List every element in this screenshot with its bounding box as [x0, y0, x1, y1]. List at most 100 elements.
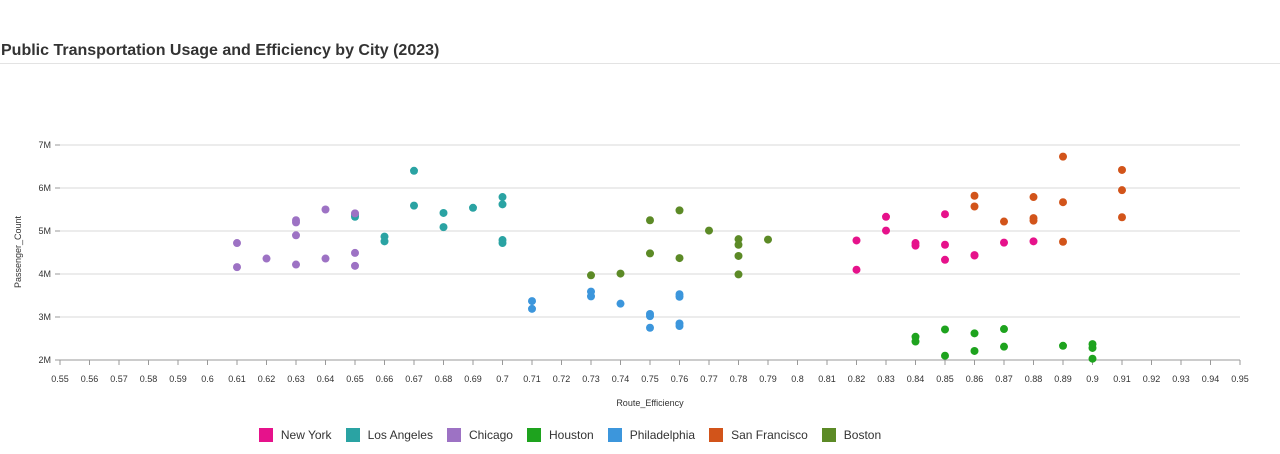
data-point[interactable]: [1118, 213, 1126, 222]
data-point[interactable]: [498, 200, 507, 209]
data-point[interactable]: [734, 270, 743, 279]
legend-item-boston[interactable]: Boston: [821, 428, 882, 442]
data-point[interactable]: [469, 203, 477, 212]
data-point[interactable]: [675, 206, 684, 215]
data-point[interactable]: [970, 191, 979, 200]
data-point[interactable]: [498, 239, 507, 248]
legend-item-chicago[interactable]: Chicago: [446, 428, 513, 442]
chart-title: Public Transportation Usage and Efficien…: [1, 42, 440, 59]
data-point[interactable]: [351, 261, 359, 270]
data-point[interactable]: [941, 240, 949, 249]
data-point[interactable]: [1059, 198, 1067, 207]
data-point[interactable]: [882, 226, 890, 235]
data-point[interactable]: [882, 212, 890, 221]
data-point[interactable]: [1029, 193, 1038, 202]
data-point[interactable]: [646, 216, 654, 225]
data-point[interactable]: [1118, 186, 1126, 195]
data-point[interactable]: [587, 271, 595, 280]
data-point[interactable]: [587, 292, 595, 301]
data-point[interactable]: [734, 251, 743, 260]
y-tick-label: 3M: [38, 312, 51, 322]
data-point[interactable]: [351, 248, 359, 257]
data-point[interactable]: [1088, 354, 1097, 363]
data-point[interactable]: [439, 223, 448, 232]
data-point[interactable]: [675, 292, 684, 301]
data-point[interactable]: [351, 209, 359, 218]
data-point[interactable]: [292, 218, 300, 227]
data-point[interactable]: [1059, 152, 1067, 161]
legend-swatch: [258, 428, 273, 442]
data-point[interactable]: [764, 235, 772, 244]
data-point[interactable]: [292, 260, 300, 269]
data-point[interactable]: [675, 254, 684, 263]
data-point[interactable]: [410, 166, 418, 175]
data-point[interactable]: [439, 208, 448, 217]
legend-item-philadelphia[interactable]: Philadelphia: [607, 428, 695, 442]
data-point[interactable]: [528, 304, 536, 313]
x-tick-label: 0.65: [346, 374, 364, 384]
data-point[interactable]: [941, 325, 949, 334]
data-point[interactable]: [321, 205, 330, 214]
data-point[interactable]: [1000, 325, 1008, 334]
data-point[interactable]: [233, 263, 241, 272]
legend-item-new-york[interactable]: New York: [258, 428, 332, 442]
data-point[interactable]: [646, 312, 654, 321]
x-tick-label: 0.94: [1202, 374, 1220, 384]
data-point[interactable]: [970, 202, 979, 211]
data-point[interactable]: [646, 323, 654, 332]
legend-label: Boston: [843, 428, 882, 442]
legend-item-houston[interactable]: Houston: [526, 428, 594, 442]
data-point[interactable]: [705, 226, 713, 235]
data-point[interactable]: [528, 297, 536, 306]
data-point[interactable]: [734, 235, 743, 244]
x-tick-label: 0.8: [791, 374, 804, 384]
data-point[interactable]: [1118, 165, 1126, 174]
scatter-chart: 0.55 0.56 0.57 0.58 0.59 0.6 0.61 0.62 0.63 0.64 0…: [13, 140, 1249, 408]
data-point[interactable]: [970, 329, 979, 338]
data-point[interactable]: [616, 299, 625, 308]
data-point[interactable]: [262, 254, 271, 263]
data-point[interactable]: [941, 255, 949, 264]
data-point[interactable]: [970, 346, 979, 355]
data-point[interactable]: [321, 254, 330, 263]
data-point[interactable]: [410, 201, 418, 210]
legend-label: Los Angeles: [367, 428, 433, 442]
data-point[interactable]: [1029, 237, 1038, 246]
legend-swatch: [607, 428, 622, 442]
data-point[interactable]: [1059, 341, 1067, 350]
series-los-angeles: [351, 166, 507, 248]
data-point[interactable]: [1088, 343, 1097, 352]
data-point[interactable]: [616, 269, 625, 278]
data-point[interactable]: [852, 265, 861, 274]
title-bar: Public Transportation Usage and Efficien…: [0, 0, 1280, 64]
series-chicago: [233, 205, 359, 272]
legend-swatch: [446, 428, 461, 442]
data-point[interactable]: [675, 322, 684, 331]
data-point[interactable]: [1029, 216, 1038, 225]
data-point[interactable]: [233, 239, 241, 248]
data-point[interactable]: [941, 210, 949, 219]
x-tick-label: 0.55: [51, 374, 69, 384]
data-point[interactable]: [380, 237, 389, 246]
data-point[interactable]: [911, 241, 920, 250]
data-point[interactable]: [1000, 342, 1008, 351]
x-tick-label: 0.9: [1086, 374, 1099, 384]
data-point[interactable]: [498, 193, 507, 202]
data-point[interactable]: [734, 240, 743, 249]
y-axis: 2M 3M 4M 5M 6M 7M: [38, 140, 51, 365]
x-tick-label: 0.78: [730, 374, 748, 384]
data-point[interactable]: [1059, 237, 1067, 246]
data-point[interactable]: [646, 249, 654, 258]
data-point[interactable]: [1000, 217, 1008, 226]
data-point[interactable]: [852, 236, 861, 245]
data-point[interactable]: [911, 337, 920, 346]
legend-item-san-francisco[interactable]: San Francisco: [709, 428, 808, 442]
x-tick-label: 0.77: [700, 374, 718, 384]
data-point[interactable]: [970, 251, 979, 260]
data-point[interactable]: [292, 231, 300, 240]
legend-item-los-angeles[interactable]: Los Angeles: [345, 428, 433, 442]
y-tick-label: 7M: [38, 140, 51, 150]
data-point[interactable]: [1000, 238, 1008, 247]
data-point[interactable]: [941, 351, 949, 360]
series-boston: [587, 206, 772, 280]
